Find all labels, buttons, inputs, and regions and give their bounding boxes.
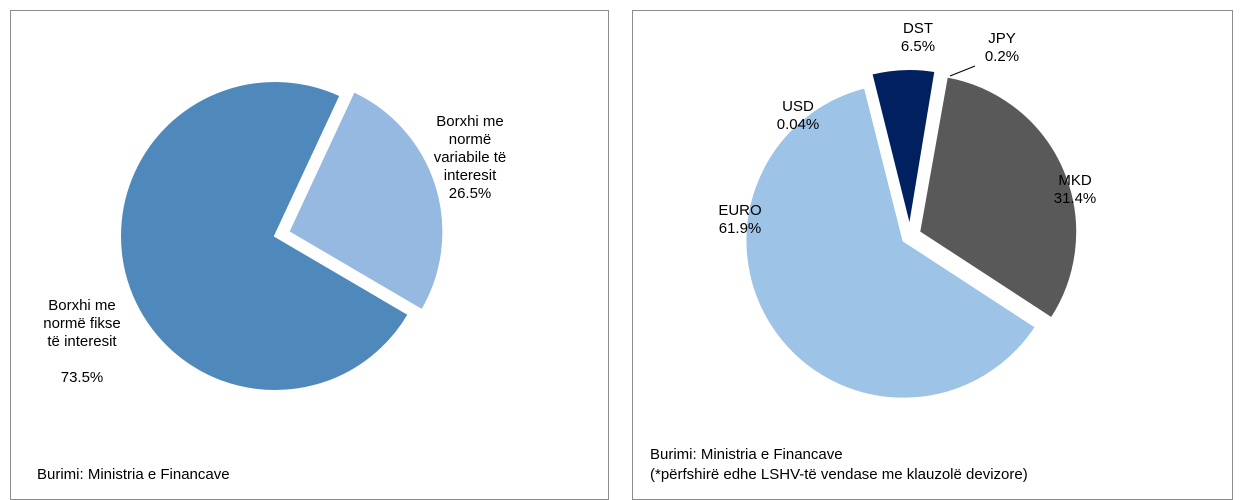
slice-value: 0.2% xyxy=(984,48,1020,65)
pie-slice xyxy=(119,80,411,392)
page: {"chart_data": [ {"type": "pie", "catego… xyxy=(10,10,1233,500)
slice-label: DST xyxy=(903,20,933,37)
slice-label: EURO xyxy=(718,202,762,219)
slice-label: MKD xyxy=(1058,172,1092,189)
pie-slice xyxy=(918,75,1079,320)
slice-value: 6.5% xyxy=(900,38,936,55)
chart xyxy=(119,65,1079,400)
slice-label: Borxhi me normë fikse të interesit xyxy=(43,297,121,350)
slice-label: JPY xyxy=(988,30,1016,47)
pie-slice xyxy=(744,86,1038,400)
slice-value: 73.5% xyxy=(60,369,104,386)
pie-slice xyxy=(910,73,940,231)
note: (*përfshirë edhe LSHV-të vendase me klau… xyxy=(650,466,1028,483)
pie-slice xyxy=(870,81,911,237)
source: Burimi: Ministria e Financave xyxy=(650,446,843,463)
slice-value: 31.4% xyxy=(1053,190,1097,207)
slice-value: 26.5% xyxy=(448,185,492,202)
slice-value: 0.04% xyxy=(776,116,820,133)
pie-slice xyxy=(287,90,445,312)
slice-label: USD xyxy=(782,98,814,115)
slice-value: 61.9% xyxy=(718,220,762,237)
pie-slice xyxy=(870,68,937,228)
source: Burimi: Ministria e Financave xyxy=(37,466,230,483)
leader-line xyxy=(949,65,976,77)
slice-label: Borxhi me normë variabile të interesit xyxy=(433,113,507,184)
